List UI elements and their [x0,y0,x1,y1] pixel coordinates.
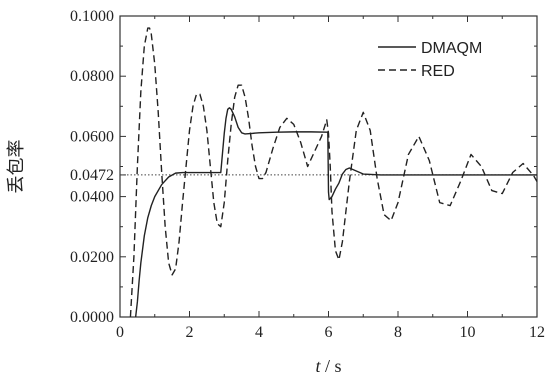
y-tick-label: 0.0000 [70,309,114,326]
x-tick-label: 0 [116,324,124,341]
legend-label-red: RED [421,63,455,80]
x-tick-label: 8 [394,324,402,341]
y-tick-label: 0.0800 [70,68,114,85]
x-axis-title: t / s [315,356,341,376]
y-tick-label: 0.0600 [70,128,114,145]
y-tick-label: 0.0200 [70,249,114,266]
x-axis-unit: / s [321,356,342,376]
legend: DMAQM RED [378,40,482,80]
series-lines [129,27,538,318]
x-tick-label: 6 [325,324,333,341]
series-line-red [129,27,538,318]
y-tick-label: 0.0400 [70,189,114,206]
x-tick-label: 10 [460,324,476,341]
x-tick-label: 2 [186,324,194,341]
y-tick-label: 0.0472 [70,167,114,184]
legend-label-dmaqm: DMAQM [421,40,482,57]
axes [119,15,538,318]
x-tick-label: 12 [529,324,545,341]
series-line-dmaqm [134,107,537,318]
x-tick-label: 4 [255,324,263,341]
x-axis-variable: t [315,356,321,376]
y-tick-label: 0.1000 [70,8,114,25]
tick-labels: 0 2 4 6 8 10 12 0.0000 0.0200 0.0400 0.0472 0.0600 0… [70,8,545,341]
y-axis-title: 丢包率 [6,140,26,194]
